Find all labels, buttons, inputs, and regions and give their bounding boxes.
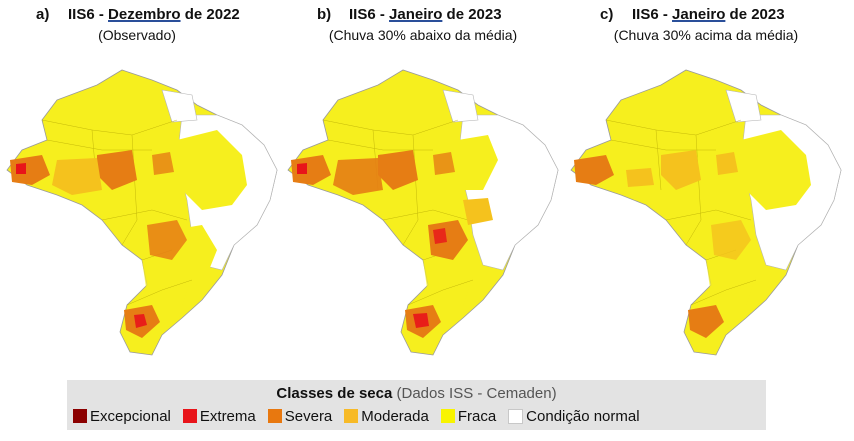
map-panel-c: c) IIS6 - Janeiro de 2023 (Chuva 30% aci… [566, 0, 846, 360]
swatch-moderada [344, 409, 359, 423]
panel-subtitle: (Chuva 30% abaixo da média) [328, 27, 518, 43]
legend-label: Condição normal [526, 407, 640, 425]
panel-letter: b) [317, 6, 332, 23]
brazil-drought-map-a [6, 69, 278, 356]
map-panel-b: b) IIS6 - Janeiro de 2023 (Chuva 30% aba… [283, 0, 563, 360]
legend-title-source: (Dados ISS - Cemaden) [396, 385, 557, 402]
brazil-drought-map-c [570, 69, 842, 356]
panel-letter: a) [36, 6, 50, 23]
year-label: de 2023 [725, 6, 785, 23]
legend-label: Excepcional [90, 407, 171, 425]
map-panel-a: a) IIS6 - Dezembro de 2022 (Observado) [2, 0, 282, 360]
legend-label: Extrema [199, 407, 256, 425]
legend-label: Fraca [457, 407, 497, 425]
legend-item-severa: Severa [267, 407, 333, 425]
legend: Classes de seca (Dados ISS - Cemaden) Ex… [67, 380, 766, 430]
drought-areas [10, 130, 247, 338]
legend-item-fraca: Fraca [440, 407, 497, 425]
swatch-normal [508, 408, 524, 424]
drought-areas [574, 130, 811, 338]
legend-item-extrema: Extrema [182, 407, 256, 425]
year-label: de 2022 [180, 6, 240, 23]
legend-items: Excepcional Extrema Severa Moderada Frac… [73, 406, 763, 426]
panel-title: IIS6 - Janeiro de 2023 [632, 6, 785, 23]
legend-item-moderada: Moderada [344, 408, 429, 425]
swatch-fraca [440, 409, 455, 423]
panel-subtitle: (Observado) [98, 27, 176, 43]
panel-title: IIS6 - Dezembro de 2022 [68, 6, 240, 23]
month-label: Dezembro [108, 6, 181, 23]
legend-item-normal: Condição normal [508, 407, 640, 425]
legend-item-excepcional: Excepcional [73, 408, 171, 425]
drought-areas [291, 135, 498, 338]
panel-title: IIS6 - Janeiro de 2023 [349, 6, 502, 23]
panel-letter: c) [600, 6, 614, 23]
index-label: IIS6 - [349, 6, 390, 23]
index-label: IIS6 - [632, 6, 673, 23]
month-label: Janeiro [672, 6, 726, 23]
legend-label: Moderada [361, 407, 429, 425]
month-label: Janeiro [389, 6, 443, 23]
panel-subtitle: (Chuva 30% acima da média) [613, 27, 799, 43]
brazil-drought-map-b [287, 69, 559, 356]
legend-title: Classes de seca (Dados ISS - Cemaden) [67, 385, 766, 402]
legend-title-main: Classes de seca [276, 385, 393, 402]
index-label: IIS6 - [68, 6, 109, 23]
year-label: de 2023 [442, 6, 502, 23]
swatch-excepcional [73, 409, 87, 423]
swatch-severa [267, 409, 282, 423]
legend-label: Severa [284, 407, 333, 425]
swatch-extrema [182, 409, 197, 423]
